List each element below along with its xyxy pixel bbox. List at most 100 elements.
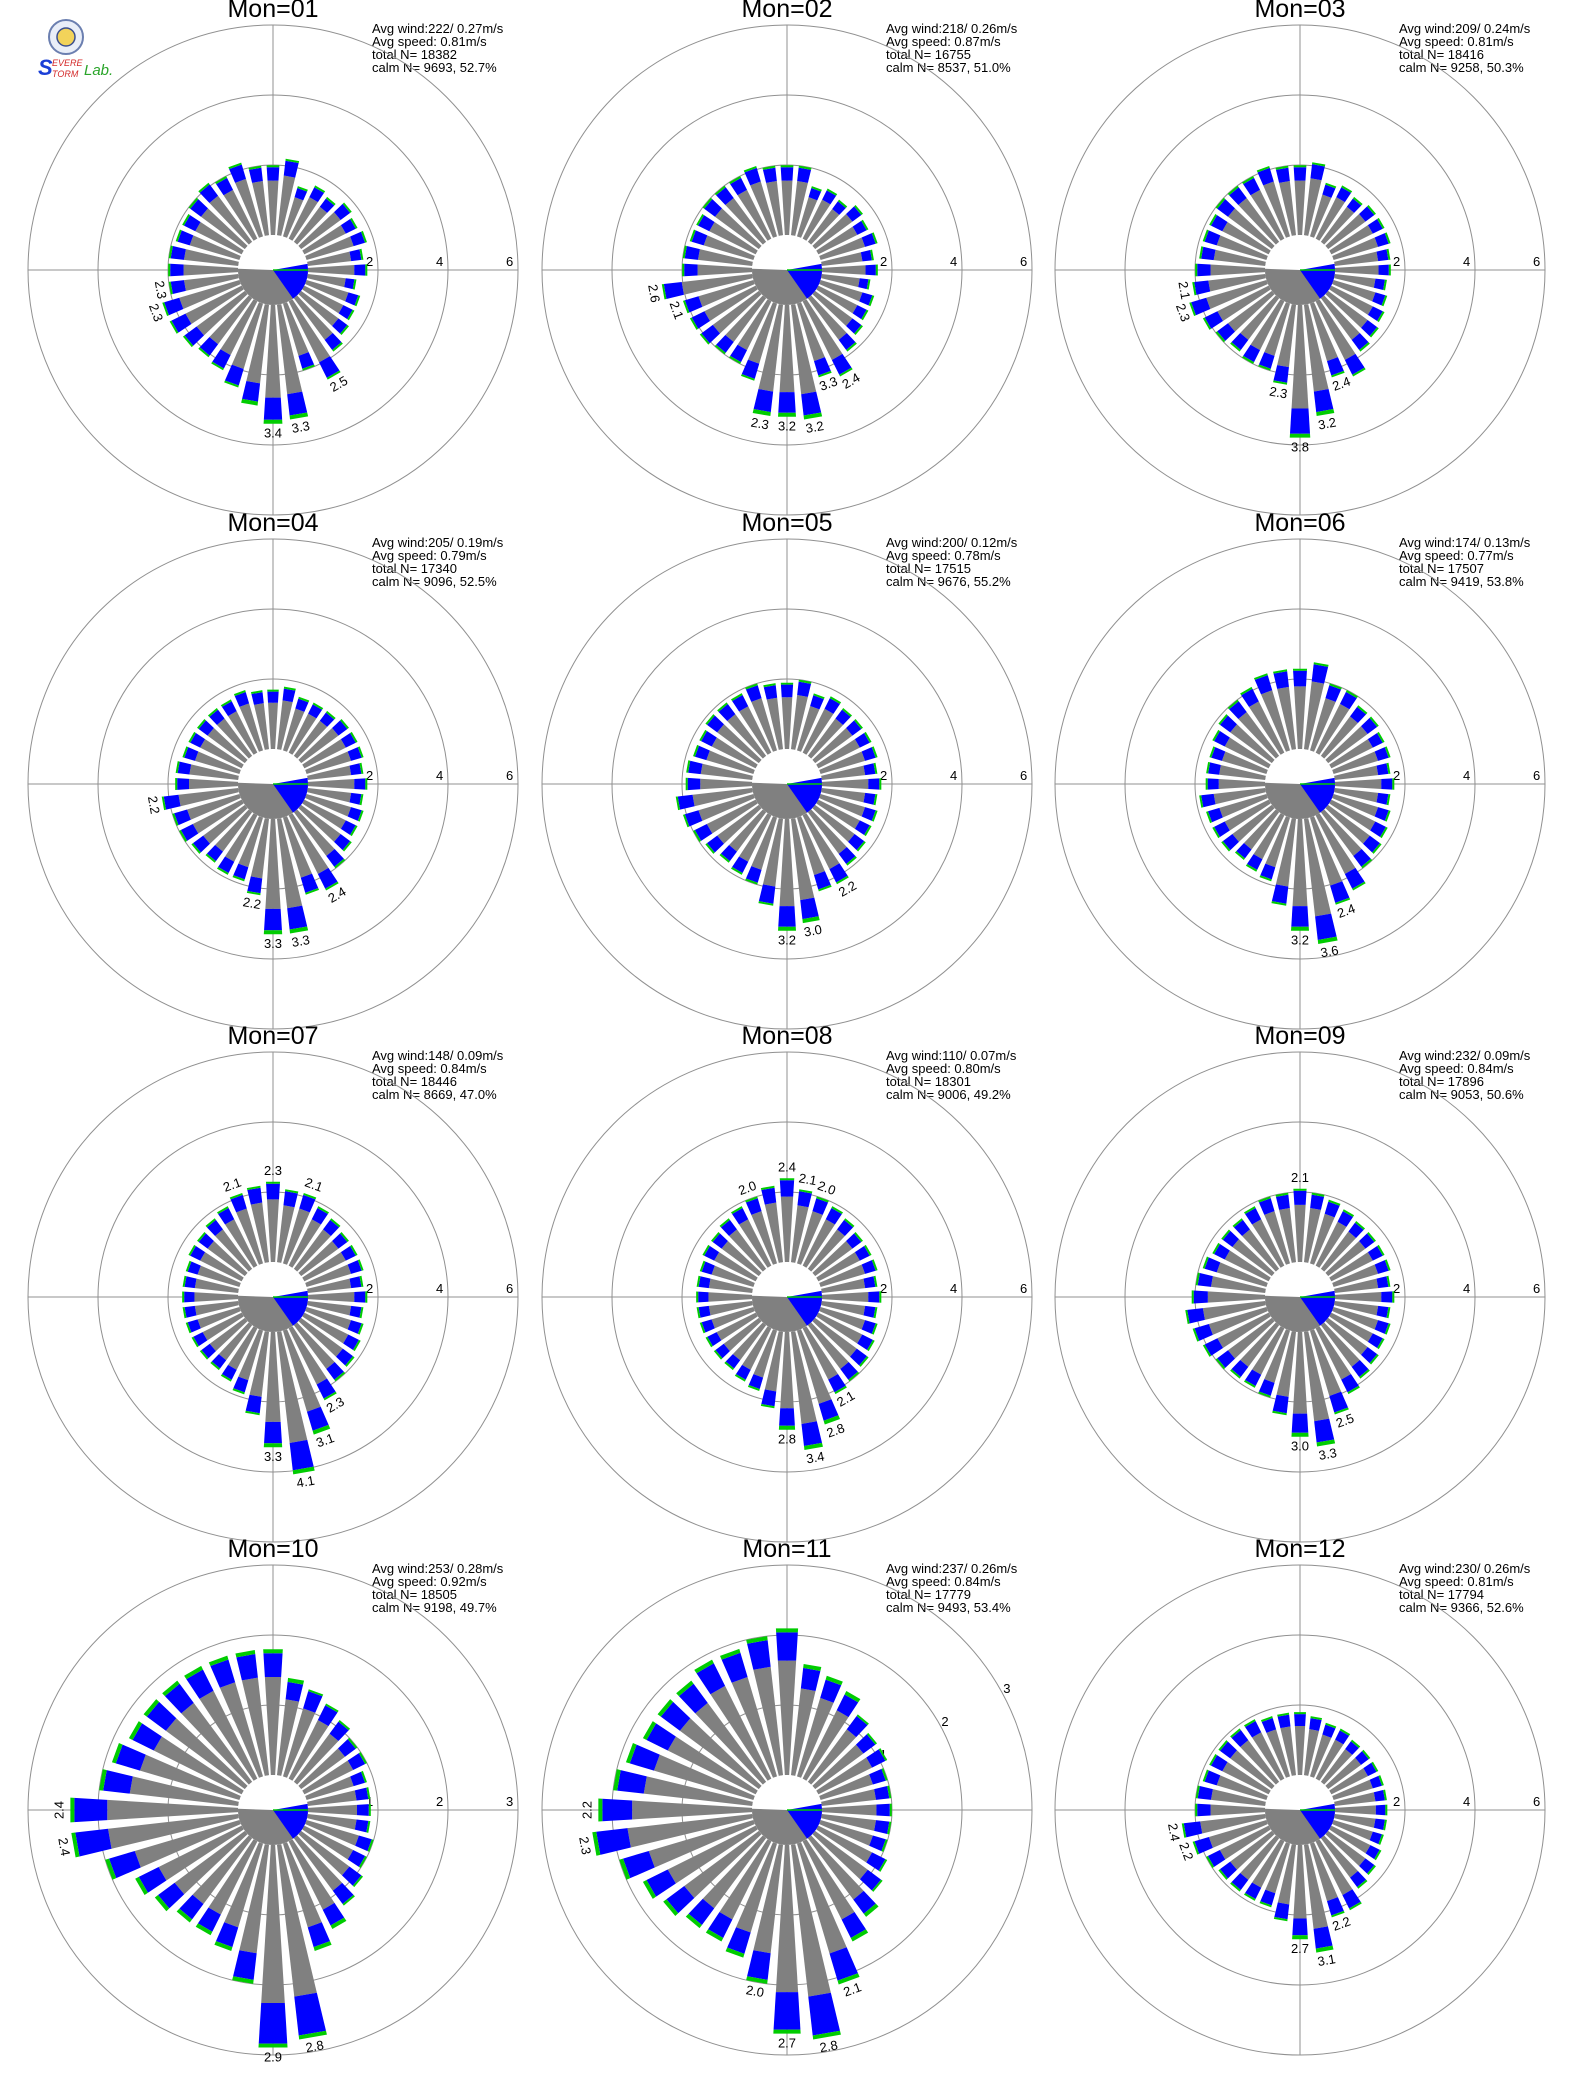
bar-segment-low — [802, 708, 834, 755]
bar-segment-low — [706, 750, 755, 775]
bar-segment-high — [775, 1628, 799, 1633]
bar-segment-low — [183, 264, 239, 276]
bar-segment-mid — [336, 1348, 353, 1366]
bar-segment-high — [359, 248, 364, 260]
bar-segment-mid — [1201, 793, 1216, 808]
bar-segment-high — [1215, 1358, 1226, 1370]
bar-segment-mid — [1201, 246, 1216, 261]
bar-segment-low — [200, 208, 248, 250]
avg-wind-text: Avg wind:148/ 0.09m/s — [372, 1048, 504, 1063]
bar-segment-high — [889, 1803, 892, 1817]
bar-segment-high — [720, 1648, 741, 1660]
bar-segment-mid — [299, 1194, 316, 1213]
bar-segment-high — [176, 1908, 193, 1923]
bar-segment-high — [1243, 1719, 1256, 1728]
panel-title: Mon=05 — [741, 509, 832, 537]
bar-segment-mid — [727, 1927, 751, 1954]
bar-segment-mid — [779, 1408, 795, 1426]
bar-segment-mid — [801, 391, 822, 416]
bar-segment-low — [276, 175, 296, 236]
bar-segment-high — [1357, 1879, 1368, 1889]
bar-segment-mid — [1204, 1770, 1221, 1786]
bar-segment-mid — [266, 167, 280, 181]
bar-segment-high — [812, 2030, 841, 2040]
bar-segment-mid — [285, 1681, 304, 1702]
bar-value-label: 2.3 — [1173, 302, 1193, 324]
bar-segment-mid — [735, 1364, 751, 1380]
bar-segment-low — [706, 799, 758, 834]
bar-segment-low — [766, 180, 784, 236]
bar-segment-high — [823, 1415, 841, 1425]
calm-n-text: calm N= 9493, 53.4% — [886, 1600, 1011, 1615]
bar-segment-low — [1227, 290, 1275, 332]
bar-segment-low — [1221, 751, 1268, 775]
bar-segment-low — [753, 1844, 784, 1954]
bar-segment-mid — [164, 1683, 194, 1714]
bar-segment-low — [197, 1306, 241, 1329]
bar-segment-low — [821, 779, 869, 789]
bar-segment-low — [766, 697, 784, 750]
bar-segment-low — [1264, 302, 1291, 356]
bar-segment-low — [816, 285, 858, 314]
bar-segment-mid — [1207, 807, 1223, 823]
bar-segment-mid — [1214, 1244, 1230, 1260]
bar-segment-high — [1383, 279, 1387, 291]
bar-value-label: 3.1 — [1316, 1951, 1336, 1969]
bar-segment-low — [209, 195, 253, 245]
bar-segment-high — [154, 1895, 170, 1912]
bar-segment-high — [689, 229, 696, 242]
total-n-text: total N= 17896 — [1399, 1074, 1484, 1089]
bar-segment-low — [812, 1317, 857, 1357]
bar-segment-low — [282, 708, 305, 752]
bar-value-label: 2.0 — [816, 1178, 838, 1198]
bar-segment-high — [730, 693, 743, 702]
bar-segment-high — [71, 1832, 80, 1858]
bar-segment-high — [1347, 1385, 1360, 1395]
bar-segment-mid — [1197, 263, 1211, 277]
bar-segment-high — [361, 1770, 367, 1783]
bar-segment-high — [1392, 778, 1395, 790]
bar-segment-mid — [721, 1652, 748, 1683]
bar-segment-low — [716, 1312, 758, 1341]
panel-title: Mon=12 — [1254, 1535, 1345, 1563]
bar-segment-high — [1377, 217, 1385, 229]
bar-segment-low — [704, 285, 758, 321]
bar-segment-low — [225, 1219, 258, 1268]
avg-speed-text: Avg speed: 0.77m/s — [1399, 548, 1514, 563]
bar-segment-high — [816, 1196, 829, 1203]
bar-segment-high — [198, 182, 210, 193]
bar-value-label: 3.4 — [264, 425, 282, 440]
avg-speed-text: Avg speed: 0.81m/s — [372, 34, 487, 49]
ring-label: 6 — [1533, 768, 1540, 783]
bar-segment-mid — [263, 397, 283, 420]
bar-value-label: 2.4 — [1335, 901, 1357, 921]
bar-segment-high — [1385, 1804, 1388, 1816]
panel-title: Mon=08 — [741, 1022, 832, 1050]
bar-segment-high — [745, 878, 758, 885]
bar-value-label: 2.6 — [645, 283, 663, 303]
bar-segment-low — [276, 1844, 317, 1997]
bar-segment-high — [1212, 826, 1220, 839]
bar-segment-high — [1311, 1192, 1325, 1197]
bar-segment-high — [358, 1855, 367, 1868]
bar-segment-high — [245, 1410, 260, 1416]
bar-segment-mid — [1376, 763, 1389, 776]
bar-segment-high — [676, 1680, 694, 1697]
bar-segment-high — [730, 866, 743, 875]
bar-segment-high — [313, 1941, 332, 1951]
bar-segment-low — [228, 711, 258, 755]
calm-n-text: calm N= 9693, 52.7% — [372, 60, 497, 75]
range-ring — [611, 1121, 963, 1473]
bar-segment-mid — [820, 1679, 842, 1703]
bar-segment-high — [1352, 196, 1363, 206]
bar-segment-mid — [103, 1770, 133, 1794]
bar-segment-mid — [1374, 1260, 1389, 1274]
bar-segment-low — [1277, 304, 1297, 368]
bar-segment-mid — [326, 1361, 344, 1380]
bar-segment-low — [816, 1825, 873, 1863]
bar-value-label: 2.9 — [264, 2049, 282, 2064]
bar-segment-high — [859, 1356, 869, 1367]
bar-segment-mid — [146, 1701, 177, 1731]
ring-label: 2 — [366, 768, 373, 783]
